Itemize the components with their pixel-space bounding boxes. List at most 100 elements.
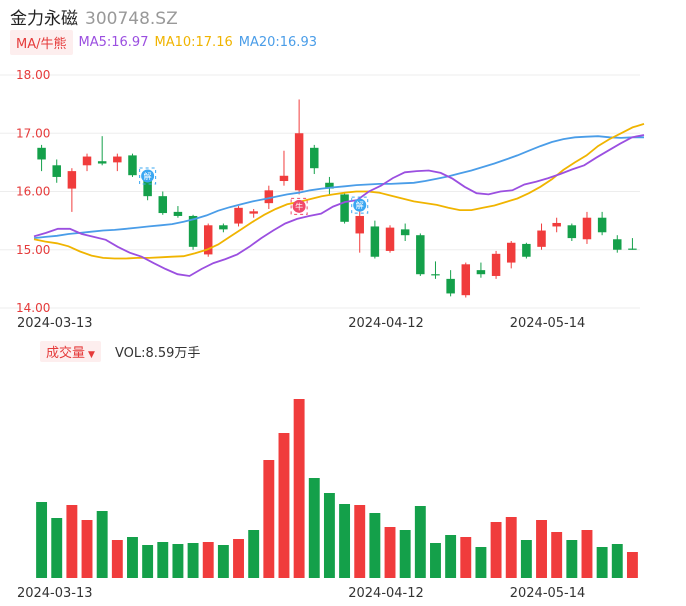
volume-bar bbox=[581, 530, 593, 578]
candle-body bbox=[552, 222, 561, 227]
candle-body bbox=[158, 196, 168, 214]
volume-bar bbox=[217, 545, 229, 578]
date-label: 2024-03-13 bbox=[17, 316, 93, 331]
candle-body bbox=[355, 215, 364, 234]
candles bbox=[37, 99, 637, 298]
price-axis: 18.00 17.00 16.00 15.00 14.00 bbox=[16, 68, 50, 315]
candle-body bbox=[234, 207, 243, 224]
ma20-label: MA20:16.93 bbox=[238, 34, 317, 50]
candle-body bbox=[97, 161, 107, 164]
date-label: 2024-04-12 bbox=[348, 586, 424, 601]
candle-body bbox=[431, 274, 440, 276]
volume-bar bbox=[536, 520, 547, 578]
volume-bar bbox=[248, 530, 260, 578]
candle-body bbox=[476, 270, 486, 275]
signal-marker: 解 bbox=[351, 196, 369, 214]
volume-bar bbox=[127, 537, 138, 578]
candle-body bbox=[537, 230, 546, 247]
volume-bar bbox=[202, 542, 214, 578]
ma5-line bbox=[33, 134, 645, 277]
volume-bar bbox=[111, 540, 123, 578]
volume-bar bbox=[66, 505, 78, 578]
volume-bar bbox=[490, 522, 502, 578]
volume-bar bbox=[96, 511, 108, 578]
y-tick-label: 17.00 bbox=[16, 126, 50, 140]
candle-body bbox=[325, 182, 334, 189]
volume-bar bbox=[430, 543, 441, 578]
y-tick-label: 18.00 bbox=[16, 68, 50, 82]
date-axis-volume: 2024-03-13 2024-04-12 2024-05-14 bbox=[17, 586, 585, 601]
volume-bar bbox=[505, 517, 517, 578]
candle-body bbox=[128, 155, 137, 176]
candle-body bbox=[506, 242, 516, 263]
marker-dot bbox=[141, 169, 155, 183]
marker-label: 牛 bbox=[295, 201, 303, 211]
ma10-line bbox=[33, 123, 645, 260]
volume-bar bbox=[142, 545, 154, 578]
volume-bar bbox=[414, 506, 426, 578]
volume-bar bbox=[384, 527, 396, 578]
stock-name: 金力永磁 bbox=[10, 9, 78, 29]
volume-bar bbox=[369, 513, 381, 578]
ma-selector[interactable]: MA/牛熊 bbox=[10, 29, 73, 55]
marker-frame bbox=[290, 197, 308, 215]
candle-body bbox=[416, 235, 425, 275]
candle-body bbox=[219, 225, 228, 230]
volume-bar bbox=[399, 530, 411, 578]
ma-legend: MA/牛熊 MA5:16.97 MA10:17.16 MA20:16.93 bbox=[10, 29, 323, 55]
candle-body bbox=[37, 147, 46, 160]
candle-body bbox=[370, 226, 380, 257]
volume-selector[interactable]: 成交量 ▼ bbox=[40, 340, 101, 362]
volume-bar bbox=[51, 518, 63, 578]
candle-body bbox=[400, 229, 410, 236]
y-tick-label: 15.00 bbox=[16, 243, 50, 257]
volume-bar bbox=[263, 460, 275, 578]
candle-body bbox=[340, 194, 349, 222]
ma5-label: MA5:16.97 bbox=[78, 34, 149, 50]
candle-body bbox=[143, 176, 152, 197]
candle-body bbox=[249, 211, 258, 214]
candle-body bbox=[188, 215, 198, 247]
y-tick-label: 16.00 bbox=[16, 185, 50, 199]
candle-body bbox=[310, 147, 319, 169]
marker-label: 解 bbox=[356, 200, 364, 210]
volume-bar bbox=[460, 537, 472, 578]
candle-body bbox=[461, 264, 471, 296]
volume-bar bbox=[36, 502, 48, 578]
marker-label: 解 bbox=[144, 171, 152, 181]
candle-body bbox=[613, 239, 622, 250]
ma20-line bbox=[33, 135, 644, 239]
volume-bar bbox=[520, 540, 532, 578]
candle-body bbox=[113, 156, 122, 163]
volume-bar bbox=[308, 478, 320, 578]
stock-header: 金力永磁 300748.SZ bbox=[10, 4, 178, 29]
volume-legend: 成交量 ▼ VOL:8.59万手 bbox=[40, 340, 200, 362]
candle-body bbox=[82, 156, 92, 166]
signal-markers: 解牛解 bbox=[139, 167, 369, 215]
candle-body bbox=[567, 225, 577, 239]
volume-bar bbox=[157, 542, 169, 578]
marker-dot bbox=[292, 199, 306, 213]
ma-lines bbox=[33, 123, 645, 277]
volume-bars bbox=[36, 399, 638, 578]
marker-dot bbox=[353, 198, 367, 212]
candle-body bbox=[597, 217, 607, 233]
candle-body bbox=[628, 248, 637, 250]
bull-marker: 牛 bbox=[290, 197, 308, 215]
candle-body bbox=[67, 171, 77, 189]
price-grid bbox=[0, 74, 640, 309]
candle-body bbox=[446, 278, 455, 294]
volume-bar bbox=[323, 493, 335, 578]
volume-bar bbox=[172, 544, 184, 578]
candle-body bbox=[522, 243, 531, 257]
candle-body bbox=[203, 225, 213, 255]
candle-body bbox=[264, 190, 274, 204]
volume-bar bbox=[596, 547, 608, 578]
candle-body bbox=[52, 165, 61, 177]
date-label: 2024-05-14 bbox=[510, 586, 586, 601]
signal-marker: 解 bbox=[139, 167, 157, 185]
marker-frame bbox=[351, 196, 369, 214]
volume-bar bbox=[475, 547, 487, 578]
volume-bar bbox=[626, 552, 638, 578]
